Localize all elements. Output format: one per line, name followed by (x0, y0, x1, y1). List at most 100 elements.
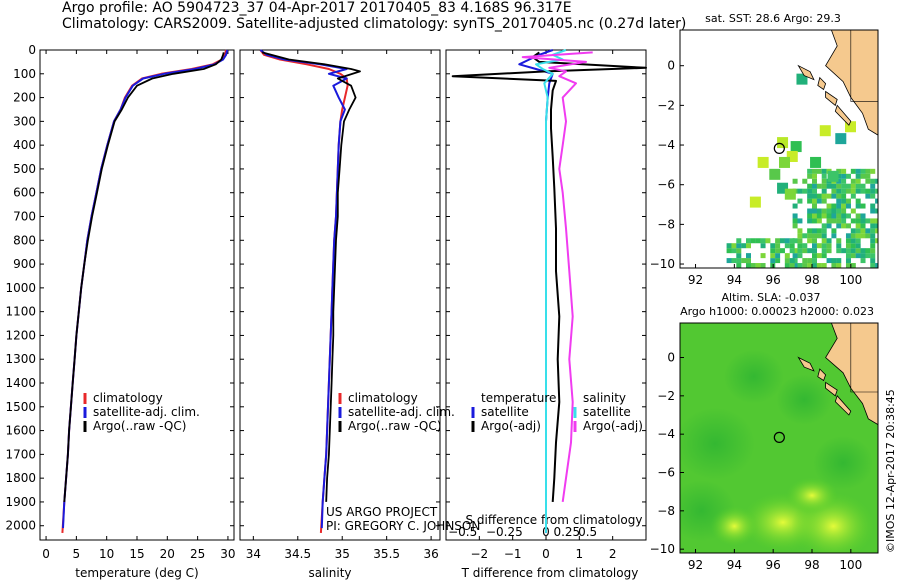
sst-pixel (812, 213, 817, 219)
sst-patch (819, 125, 831, 137)
sst-pixel (870, 253, 876, 259)
sst-pixel (831, 208, 837, 214)
sst-pixel (836, 183, 842, 189)
sst-pixel (855, 218, 861, 224)
depth-ytick-label: 500 (13, 162, 36, 176)
sst-pixel (750, 263, 756, 268)
sst-pixel (875, 208, 878, 214)
sst-map-ytick-label: −6 (657, 178, 675, 192)
sst-pixel (831, 203, 837, 209)
sst-pixel (836, 263, 842, 268)
depth-ytick-label: 100 (13, 67, 36, 81)
sst-pixel (746, 253, 751, 259)
depth-ytick-label: 1100 (5, 305, 36, 319)
sst-pixel (875, 218, 878, 224)
sst-pixel (875, 223, 878, 229)
sst-pixel (746, 243, 751, 249)
sst-patch (769, 168, 781, 180)
sst-pixel (826, 238, 832, 244)
sst-patch (784, 188, 796, 200)
sst-map-ytick-label: −10 (650, 257, 675, 271)
sst-float-marker (773, 142, 785, 154)
sst-coastline-island (817, 76, 827, 91)
sst-pixel (860, 183, 866, 189)
sst-pixel (760, 243, 766, 249)
sst-pixel (821, 248, 827, 254)
sst-pixel (855, 203, 861, 209)
difference-s-legend-entry: Argo(-adj) (583, 419, 643, 433)
sst-pixel (845, 238, 851, 244)
sst-pixel (855, 243, 861, 249)
sst-map-title: sat. SST: 28.6 Argo: 29.3 (705, 12, 841, 25)
sst-pixel (875, 198, 878, 204)
sst-pixel (802, 178, 808, 184)
sla-map-ytick-label: −2 (657, 389, 675, 403)
sst-pixel (816, 183, 822, 189)
salinity-legend-entry: satellite-adj. clim. (348, 405, 455, 419)
sst-pixel (836, 248, 842, 254)
sst-pixel (812, 178, 817, 184)
sst-coastline-island (825, 90, 838, 107)
difference-t-xtick-label: −1 (504, 547, 522, 561)
depth-ytick-label: 0 (28, 43, 36, 57)
difference-t-xtick-label: 0 (542, 547, 550, 561)
sst-pixel (802, 258, 808, 264)
sst-coastline-island (797, 64, 815, 81)
sst-pixel (789, 243, 795, 249)
sst-pixel (792, 203, 798, 209)
difference-xlabel: T difference from climatology (461, 566, 639, 580)
difference-s-xtick-label: −0.5 (448, 525, 477, 539)
sst-pixel (870, 238, 876, 244)
difference-series-0 (518, 49, 554, 533)
sst-pixel (812, 253, 817, 259)
sst-pixel (797, 228, 803, 234)
sst-pixel (784, 243, 790, 249)
sst-pixel (812, 208, 817, 214)
sla-coastline-island (817, 368, 827, 382)
sst-pixel (821, 198, 827, 204)
salinity-xtick-label: 35 (335, 547, 350, 561)
sst-map-ytick-label: −8 (657, 217, 675, 231)
sst-patch (777, 182, 789, 194)
sst-pixel (821, 188, 827, 194)
sst-pixel (779, 248, 785, 254)
sla-map-ytick-label: −10 (650, 542, 675, 556)
sst-pixel (865, 168, 871, 174)
sst-pixel (855, 233, 861, 239)
sst-pixel (816, 168, 822, 174)
sla-map-frame (679, 322, 879, 554)
sla-low-region (776, 374, 833, 425)
sst-pixel (789, 258, 795, 264)
sst-pixel (841, 193, 847, 199)
sst-pixel (855, 173, 861, 179)
sst-pixel (865, 178, 871, 184)
sst-pixel (746, 263, 751, 268)
sst-pixel (826, 203, 832, 209)
sst-pixel (845, 233, 851, 239)
sst-pixel (836, 168, 842, 174)
sst-map-ytick-label: 0 (667, 59, 675, 73)
sst-pixel (821, 168, 827, 174)
sst-pixel (831, 183, 837, 189)
sst-pixel (831, 233, 837, 239)
sst-pixel (855, 253, 861, 259)
sst-pixel (850, 183, 856, 189)
sst-pixel (770, 253, 776, 259)
sst-pixel (736, 258, 742, 264)
sst-pixel (812, 198, 817, 204)
depth-ytick-label: 900 (13, 257, 36, 271)
sst-pixel (816, 198, 822, 204)
salinity-xlabel: salinity (308, 566, 351, 580)
sst-pixel (797, 188, 803, 194)
difference-s-xtick-label: −0.25 (486, 525, 523, 539)
sst-pixel (792, 258, 798, 264)
sst-pixel (826, 223, 832, 229)
sla-low-region (723, 349, 784, 404)
sst-pixel (821, 183, 827, 189)
salinity-legend-entry: climatology (348, 391, 418, 405)
sst-pixel (784, 258, 790, 264)
depth-ytick-label: 200 (13, 91, 36, 105)
temperature-series-2 (63, 52, 225, 502)
sst-pixel (831, 218, 837, 224)
